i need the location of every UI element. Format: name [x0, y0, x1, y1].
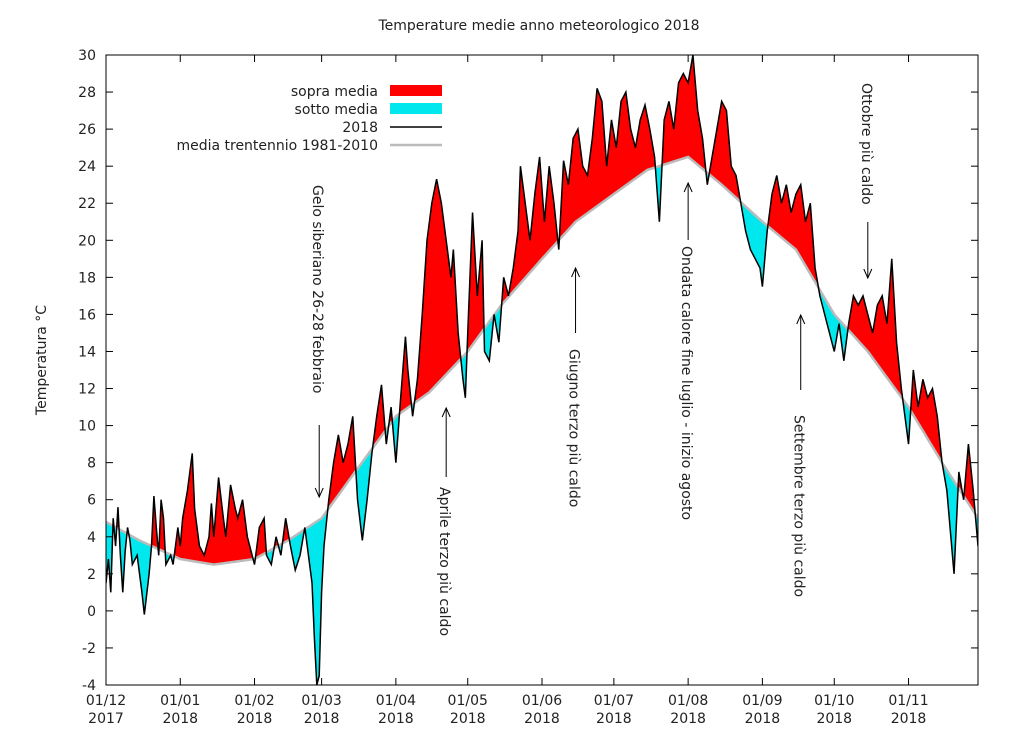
annotations: Gelo siberiano 26-28 febbraio Aprile terz…	[309, 83, 874, 636]
legend-label: sotto media	[295, 102, 378, 118]
y-tick-label: 6	[87, 493, 96, 509]
legend-label: media trentennio 1981-2010	[176, 138, 378, 154]
x-axis: 01/12 2017 01/01 2018 01/02 2018 01/03 2018 01/0…	[86, 55, 929, 727]
y-tick-label: 0	[87, 604, 96, 620]
x-tick-label-year: 2018	[450, 711, 486, 727]
y-tick-label: 14	[78, 344, 96, 360]
x-tick-label-year: 2017	[88, 711, 124, 727]
y-tick-label: 26	[78, 122, 96, 138]
annotation-arrowhead	[683, 181, 693, 193]
series-line-layer	[106, 55, 978, 685]
annotation-arrowhead	[314, 487, 324, 499]
x-tick-label-year: 2018	[670, 711, 706, 727]
y-tick-label: 24	[78, 159, 96, 175]
y-tick-label: -4	[82, 678, 96, 694]
x-tick-label: 01/10	[814, 693, 854, 709]
annotation-arrowhead	[441, 406, 451, 418]
y-tick-label: -2	[82, 641, 96, 657]
x-tick-label-year: 2018	[816, 711, 852, 727]
x-tick-label: 01/05	[448, 693, 488, 709]
x-tick-label: 01/08	[668, 693, 708, 709]
x-tick-label: 01/12	[86, 693, 126, 709]
x-tick-label: 01/07	[594, 693, 634, 709]
x-tick-label: 01/02	[234, 693, 274, 709]
chart-title: Temperature medie anno meteorologico 201…	[378, 18, 700, 34]
annotation-label: Giugno terzo più caldo	[566, 349, 582, 507]
y-tick-label: 28	[78, 85, 96, 101]
x-tick-label-year: 2018	[304, 711, 340, 727]
y-tick-label: 2	[87, 567, 96, 583]
x-tick-label-year: 2018	[524, 711, 560, 727]
legend: sopra media sotto media 2018 media trentenn…	[176, 84, 442, 154]
x-tick-label: 01/01	[160, 693, 200, 709]
x-tick-label-year: 2018	[891, 711, 927, 727]
annotation-label: Gelo siberiano 26-28 febbraio	[309, 185, 325, 393]
y-tick-label: 16	[78, 307, 96, 323]
year-2018-line	[106, 55, 978, 685]
legend-label: sopra media	[291, 84, 378, 100]
x-tick-label: 01/11	[888, 693, 928, 709]
x-tick-label: 01/04	[376, 693, 416, 709]
legend-swatch	[390, 103, 442, 114]
annotation-arrowhead	[571, 266, 580, 278]
x-tick-label-year: 2018	[596, 711, 632, 727]
annotation-label: Settembre terzo più caldo	[791, 415, 807, 597]
y-tick-label: 18	[78, 270, 96, 286]
y-tick-label: 20	[78, 233, 96, 249]
y-tick-label: 22	[78, 196, 96, 212]
annotation-arrowhead	[796, 313, 806, 325]
x-tick-label: 01/09	[742, 693, 782, 709]
y-tick-label: 4	[87, 530, 96, 546]
legend-swatch	[390, 85, 442, 96]
x-tick-label-year: 2018	[162, 711, 198, 727]
x-tick-label-year: 2018	[237, 711, 273, 727]
legend-label: 2018	[342, 120, 378, 136]
above-average-area	[113, 55, 976, 565]
y-tick-label: 8	[87, 456, 96, 472]
x-tick-label: 01/03	[301, 693, 341, 709]
annotation-label: Aprile terzo più caldo	[436, 487, 452, 636]
x-tick-label-year: 2018	[378, 711, 414, 727]
x-tick-label-year: 2018	[745, 711, 781, 727]
x-tick-label: 01/06	[522, 693, 562, 709]
y-tick-label: 10	[78, 419, 96, 435]
y-tick-label: 12	[78, 382, 96, 398]
annotation-label: Ondata calore fine luglio - inizio agost…	[678, 246, 694, 520]
annotation-label: Ottobre più caldo	[858, 83, 874, 205]
y-tick-label: 30	[78, 48, 96, 64]
annotation-arrowhead	[863, 268, 873, 280]
